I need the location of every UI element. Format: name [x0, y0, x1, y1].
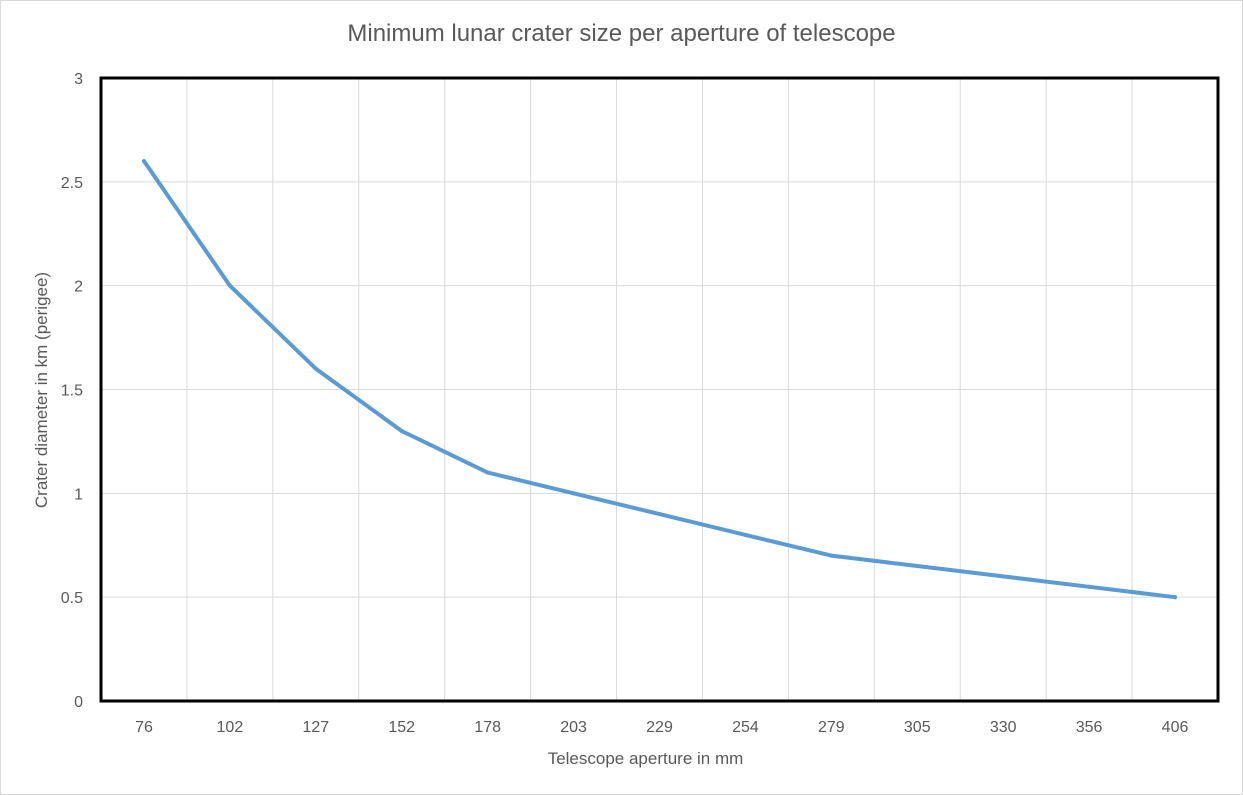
- data-point: [1001, 574, 1006, 579]
- x-tick-label: 229: [646, 719, 673, 736]
- x-tick-label: 254: [732, 719, 759, 736]
- x-tick-label: 178: [474, 719, 501, 736]
- data-point: [1087, 584, 1092, 589]
- x-tick-label: 305: [904, 719, 931, 736]
- x-tick-label: 330: [990, 719, 1017, 736]
- plot-area-border: [99, 76, 1220, 703]
- series-line: [142, 159, 1177, 600]
- data-point: [485, 470, 490, 475]
- tick-labels: 0 0.5 1 1.5 2 2.5 3 76 102 127 152 178 203 229 254 279 3…: [61, 71, 1189, 736]
- x-tick-label: 406: [1162, 719, 1189, 736]
- x-axis-title: Telescope aperture in mm: [547, 749, 744, 768]
- x-tick-label: 356: [1076, 719, 1103, 736]
- y-tick-label: 0: [74, 694, 83, 711]
- y-tick-label: 1.5: [61, 383, 83, 400]
- data-point: [743, 532, 748, 537]
- series-layer: [141, 159, 1178, 600]
- y-tick-label: 1: [74, 486, 83, 503]
- x-tick-label: 76: [135, 719, 153, 736]
- data-point: [227, 283, 232, 288]
- data-point: [399, 429, 404, 434]
- x-tick-label: 152: [388, 719, 415, 736]
- y-tick-label: 2.5: [61, 175, 83, 192]
- data-point: [313, 366, 318, 371]
- y-tick-label: 2: [74, 279, 83, 296]
- data-point: [915, 564, 920, 569]
- x-tick-label: 102: [217, 719, 244, 736]
- data-point: [657, 512, 662, 517]
- data-point: [1173, 595, 1178, 600]
- y-tick-label: 0.5: [61, 590, 83, 607]
- data-point: [571, 491, 576, 496]
- x-tick-label: 127: [302, 719, 329, 736]
- chart-title: Minimum lunar crater size per aperture o…: [347, 20, 896, 47]
- data-point: [141, 159, 146, 164]
- data-point: [829, 553, 834, 558]
- x-tick-label: 279: [818, 719, 845, 736]
- y-tick-label: 3: [74, 71, 83, 88]
- x-tick-label: 203: [560, 719, 587, 736]
- gridlines: [101, 77, 1218, 702]
